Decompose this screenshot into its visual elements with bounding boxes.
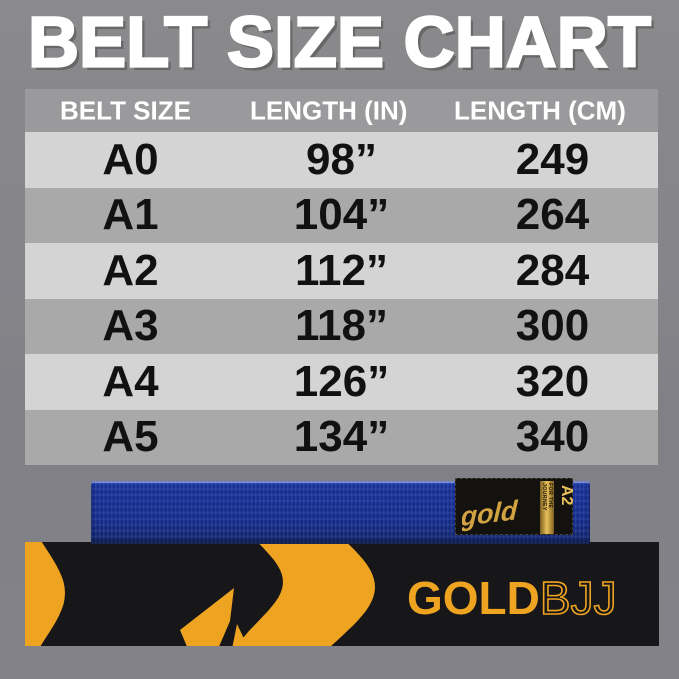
svg-text:gold: gold	[462, 494, 520, 532]
